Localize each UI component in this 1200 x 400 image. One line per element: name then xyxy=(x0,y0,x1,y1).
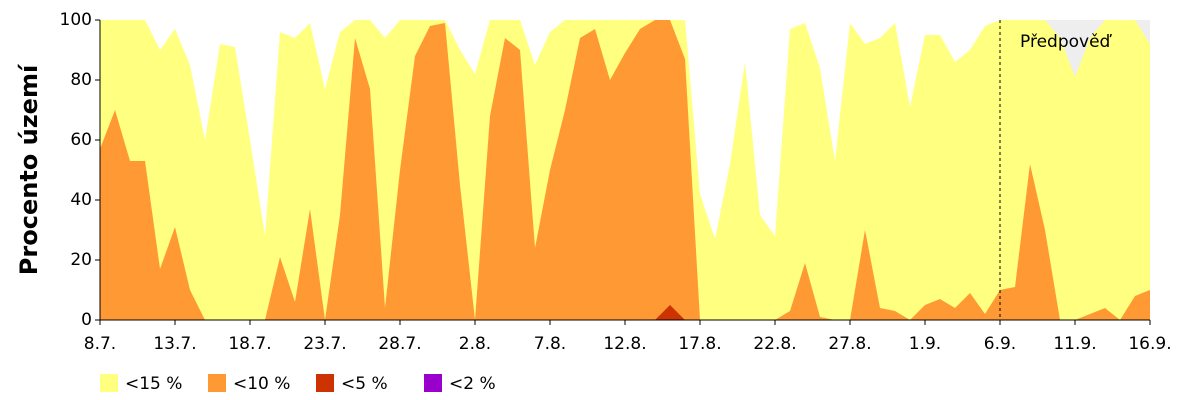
legend-swatch xyxy=(100,374,118,392)
legend-label: <15 % xyxy=(125,374,182,394)
x-tick-label: 27.8. xyxy=(828,334,871,354)
x-tick-label: 7.8. xyxy=(534,334,566,354)
y-tick-label: 0 xyxy=(81,310,92,330)
legend-label: <5 % xyxy=(341,374,388,394)
x-tick-label: 11.9. xyxy=(1053,334,1096,354)
y-tick-label: 60 xyxy=(70,130,92,150)
x-tick-label: 23.7. xyxy=(303,334,346,354)
y-tick-label: 20 xyxy=(70,250,92,270)
x-tick-label: 2.8. xyxy=(459,334,491,354)
x-tick-label: 22.8. xyxy=(753,334,796,354)
x-tick-label: 8.7. xyxy=(84,334,116,354)
x-tick-label: 28.7. xyxy=(378,334,421,354)
legend-swatch xyxy=(424,374,442,392)
x-tick-label: 17.8. xyxy=(678,334,721,354)
y-tick-label: 80 xyxy=(70,70,92,90)
annotation: Předpověď xyxy=(1020,32,1113,52)
legend-swatch xyxy=(208,374,226,392)
legend-label: <10 % xyxy=(233,374,290,394)
x-tick-label: 13.7. xyxy=(153,334,196,354)
x-tick-label: 1.9. xyxy=(909,334,941,354)
x-tick-label: 12.8. xyxy=(603,334,646,354)
area xyxy=(100,20,1150,320)
y-tick-label: 40 xyxy=(70,190,92,210)
x-tick-label: 6.9. xyxy=(984,334,1016,354)
legend-label: <2 % xyxy=(449,374,496,394)
x-tick-label: 18.7. xyxy=(228,334,271,354)
y-axis-label: Procento území xyxy=(15,63,43,275)
x-tick-label: 16.9. xyxy=(1128,334,1171,354)
y-tick-label: 100 xyxy=(60,10,92,30)
legend-swatch xyxy=(316,374,334,392)
